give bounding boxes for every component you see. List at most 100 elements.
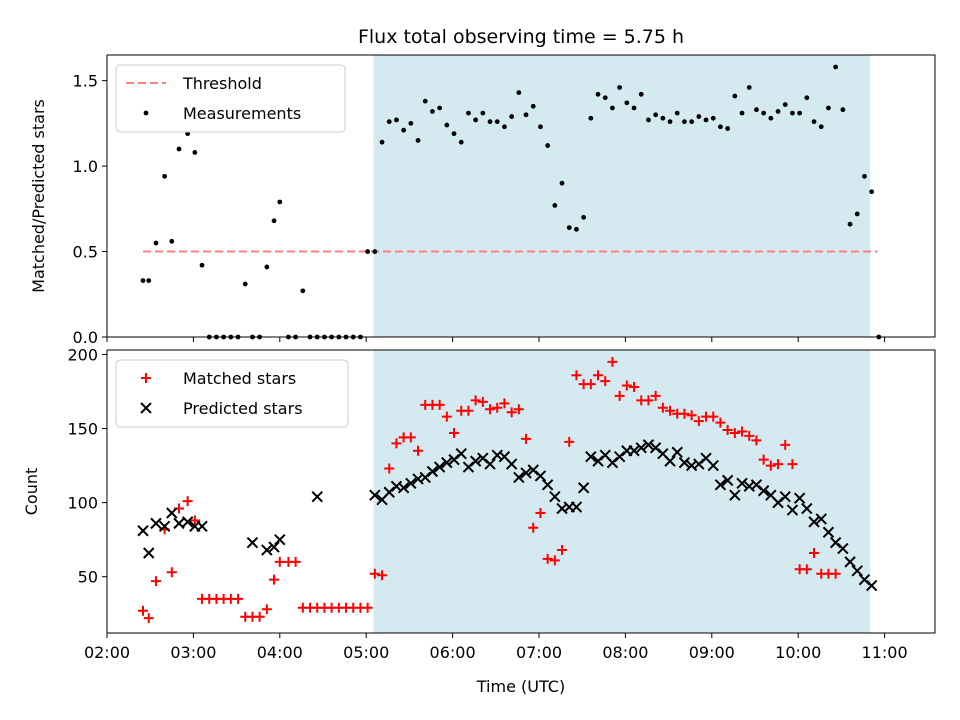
- y-tick-label: 0.5: [73, 243, 98, 262]
- measurement-point: [718, 124, 723, 130]
- matched-star-point: [722, 425, 733, 436]
- matched-star-point: [621, 380, 632, 391]
- matched-star-point: [780, 439, 791, 450]
- predicted-star-point: [246, 536, 259, 549]
- measurement-point: [682, 119, 687, 125]
- matched-star-point: [441, 411, 452, 422]
- matched-star-point: [535, 507, 546, 518]
- predicted-star-point: [635, 442, 647, 454]
- matched-star-point: [369, 568, 380, 579]
- measurement-point: [689, 119, 695, 125]
- measurement-point: [422, 98, 428, 104]
- measurement-point: [444, 122, 450, 128]
- predicted-star-point: [534, 470, 547, 482]
- matched-star-point: [485, 404, 496, 415]
- matched-star-point: [150, 576, 161, 587]
- predicted-star-point: [268, 541, 280, 553]
- matched-star-point: [143, 613, 154, 624]
- measurement-point: [847, 221, 853, 227]
- top-highlight-span: [373, 55, 871, 337]
- matched-star-point: [564, 436, 575, 447]
- matched-star-point: [679, 408, 690, 419]
- matched-star-point: [585, 379, 596, 390]
- matched-star-point: [657, 402, 668, 413]
- measurement-point: [804, 95, 810, 101]
- measurement-point: [790, 110, 795, 116]
- matched-star-point: [557, 545, 568, 556]
- matched-star-point: [571, 370, 582, 381]
- measurement-point: [140, 278, 146, 283]
- measurement-point: [480, 110, 486, 116]
- matched-star-point: [629, 382, 640, 393]
- predicted-star-point: [851, 565, 863, 577]
- x-tick-label: 06:00: [430, 643, 476, 662]
- measurement-point: [761, 110, 767, 116]
- predicted-star-point: [865, 579, 878, 592]
- measurement-point: [746, 85, 752, 90]
- predicted-star-point: [166, 507, 178, 519]
- predicted-star-point: [779, 490, 791, 503]
- x-tick-label: 08:00: [602, 643, 648, 662]
- matched-star-point: [413, 445, 424, 456]
- predicted-star-point: [815, 513, 827, 525]
- measurement-point: [365, 249, 371, 254]
- matched-star-point: [715, 417, 726, 428]
- predicted-star-point: [513, 471, 525, 484]
- measurement-point: [545, 143, 551, 148]
- bottom-y-axis-label: Count: [22, 468, 41, 516]
- matched-star-point: [405, 432, 416, 443]
- measurement-point: [487, 119, 493, 125]
- predicted-star-point: [274, 533, 286, 546]
- measurement-point: [826, 105, 831, 111]
- measurement-point: [458, 139, 464, 145]
- matched-star-point: [470, 395, 481, 406]
- predicted-star-point: [577, 482, 590, 494]
- matched-star-point: [521, 433, 532, 444]
- measurement-point: [415, 138, 421, 143]
- measurement-point: [653, 112, 659, 118]
- measurement-point: [277, 199, 283, 205]
- matched-star-point: [463, 405, 474, 416]
- measurement-point: [840, 107, 846, 113]
- measurement-point: [523, 112, 529, 118]
- matched-star-point: [600, 376, 611, 387]
- measurement-point: [394, 117, 399, 123]
- matched-star-point: [773, 459, 784, 470]
- measurement-point: [674, 110, 680, 116]
- matched-star-point: [665, 405, 676, 416]
- matched-star-point: [362, 602, 373, 613]
- measurement-point: [300, 288, 306, 294]
- measurement-point: [538, 124, 543, 130]
- measurement-point: [797, 110, 803, 116]
- predicted-star-point: [505, 458, 518, 470]
- measurement-point: [242, 281, 248, 287]
- x-tick-label: 10:00: [775, 643, 821, 662]
- predicted-star-point: [757, 485, 770, 497]
- measurement-point: [646, 117, 651, 123]
- predicted-star-point: [150, 517, 162, 530]
- measurement-point: [516, 90, 522, 95]
- measurement-point: [754, 107, 759, 113]
- bottom-panel: 50 100 150 200 02:00 03:00 04:00 05:00 06:00 07:…: [22, 345, 936, 662]
- y-tick-label: 200: [67, 345, 98, 364]
- measurement-point: [199, 262, 205, 268]
- matched-star-point: [686, 410, 697, 421]
- predicted-star-point: [405, 477, 417, 490]
- matched-star-point: [650, 390, 661, 401]
- matched-star-point: [477, 396, 488, 407]
- predicted-star-point: [397, 482, 410, 494]
- predicted-star-point: [158, 520, 171, 533]
- matched-star-point: [737, 426, 748, 437]
- matched-star-point: [758, 454, 769, 465]
- measurement-point: [595, 91, 601, 97]
- matched-star-point: [513, 404, 524, 415]
- matched-star-point: [449, 427, 460, 438]
- bottom-highlight-span: [373, 350, 871, 633]
- matched-star-point: [506, 407, 517, 418]
- measurement-point: [408, 120, 414, 126]
- predicted-star-point: [570, 501, 583, 513]
- chart-title: Flux total observing time = 5.75 h: [358, 26, 684, 48]
- predicted-star-point: [369, 489, 381, 501]
- legend-label: Matched stars: [183, 369, 296, 388]
- measurement-point: [725, 126, 731, 131]
